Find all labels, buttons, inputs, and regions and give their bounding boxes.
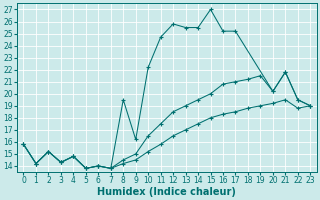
X-axis label: Humidex (Indice chaleur): Humidex (Indice chaleur) [98,187,236,197]
